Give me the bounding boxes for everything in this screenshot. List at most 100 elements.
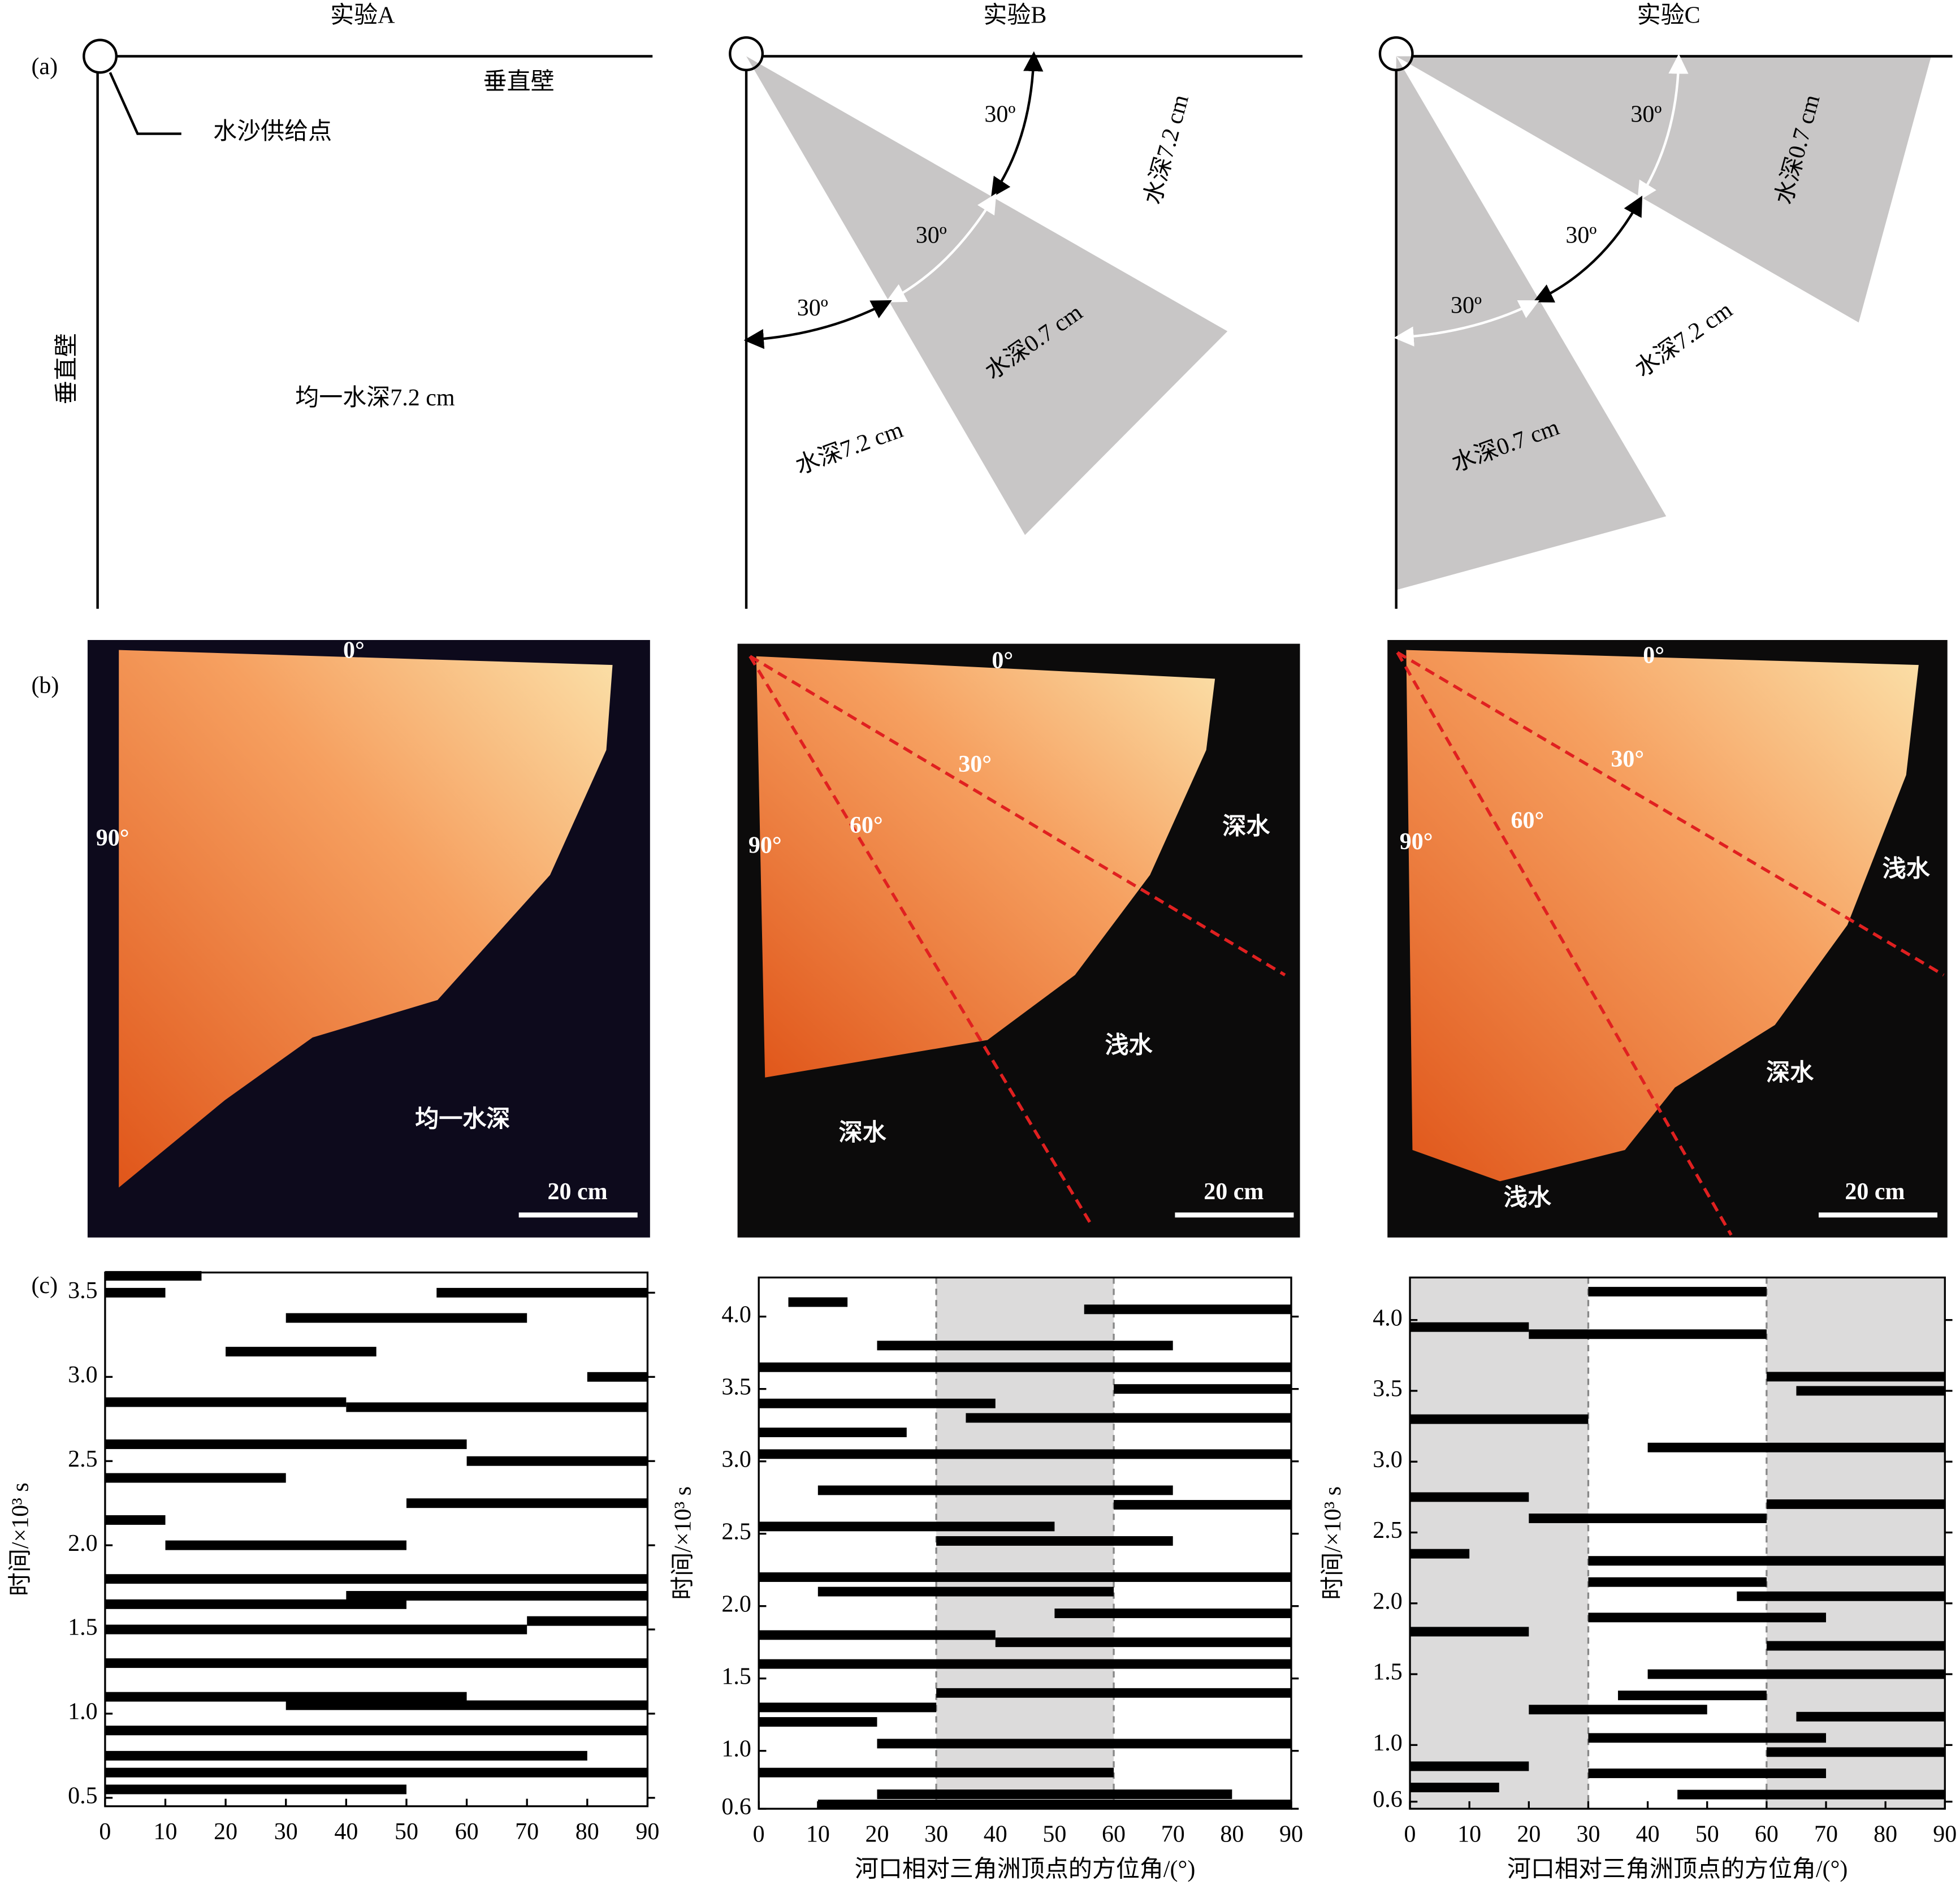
photo-label: 0° (992, 647, 1013, 673)
x-tick-label: 10 (154, 1819, 178, 1845)
y-tick-label: 3.0 (1373, 1447, 1403, 1473)
y-tick-label: 1.5 (721, 1663, 751, 1689)
channel-segment (817, 1586, 1114, 1597)
x-tick-label: 0 (1404, 1821, 1416, 1847)
channel-segment (1796, 1711, 1945, 1722)
diagram-text: 水沙供给点 (213, 119, 332, 145)
channel-segment (759, 1702, 937, 1713)
photo-label: 30° (958, 751, 992, 777)
photo-label: 深水 (1222, 813, 1270, 840)
x-tick-label: 60 (1755, 1821, 1779, 1847)
diagram-c: 30º 水深0.7 cm 30º 30º 水深7.2 cm 水深0.7 cm (1378, 36, 1953, 609)
channel-segment (436, 1287, 648, 1298)
y-tick-label: 3.5 (721, 1374, 751, 1400)
y-tick-label: 1.0 (68, 1699, 97, 1725)
channel-segment (759, 1521, 1055, 1532)
channel-segment (966, 1413, 1292, 1423)
plot-frame (104, 1272, 649, 1808)
diagram-text: 30º (1451, 293, 1482, 319)
channel-segment (1766, 1372, 1945, 1382)
plot-frame (1409, 1276, 1946, 1810)
x-tick-label: 80 (576, 1819, 599, 1845)
channel-segment (1114, 1384, 1292, 1394)
diagram-text: 水深7.2 cm (792, 417, 906, 479)
diagram-text: 30º (1630, 101, 1662, 127)
y-tick-label: 0.5 (68, 1783, 97, 1809)
x-tick-label: 70 (515, 1819, 539, 1845)
channel-segment (105, 1397, 347, 1407)
photo-label: 90° (748, 833, 782, 859)
photo-c: 0° 30° 60° 90° 浅水 深水 浅水 20 cm (1387, 639, 1948, 1238)
y-axis-label: 时间/×10³ s (8, 1482, 34, 1596)
channel-segment (105, 1658, 648, 1668)
y-axis-label: 时间/×10³ s (1320, 1486, 1346, 1600)
channel-segment (1737, 1591, 1945, 1601)
experiment-title: 实验C (1637, 2, 1701, 29)
channel-segment (1647, 1669, 1945, 1679)
channel-segment (1529, 1705, 1707, 1715)
channel-segment (1618, 1691, 1767, 1701)
x-axis-label: 河口相对三角洲顶点的方位角/(°) (1507, 1856, 1847, 1882)
x-tick-label: 50 (1695, 1821, 1719, 1847)
y-tick-label: 1.5 (68, 1615, 97, 1641)
x-tick-label: 60 (455, 1819, 479, 1845)
channel-segment (1766, 1499, 1945, 1509)
channel-segment (527, 1616, 648, 1626)
diagram-text: 30º (984, 101, 1015, 127)
x-tick-label: 20 (865, 1821, 889, 1847)
panel-label: (a) (31, 54, 58, 80)
x-tick-label: 80 (1220, 1821, 1244, 1847)
channel-segment (877, 1789, 1232, 1799)
channel-segment (1114, 1500, 1292, 1510)
channel-segment (995, 1637, 1292, 1648)
photo-label: 30° (1611, 746, 1644, 772)
x-tick-label: 90 (635, 1819, 659, 1845)
y-tick-label: 2.5 (68, 1446, 97, 1472)
photo-label: 浅水 (1883, 856, 1931, 883)
y-tick-label: 1.0 (1373, 1730, 1403, 1756)
x-tick-label: 0 (99, 1819, 111, 1845)
channel-segment (1796, 1386, 1945, 1396)
y-tick-label: 3.5 (1373, 1376, 1403, 1402)
channel-segment (105, 1439, 467, 1449)
channel-segment (759, 1717, 877, 1727)
photo-label: 深水 (839, 1119, 887, 1146)
channel-segment (105, 1287, 166, 1298)
y-tick-label: 3.5 (68, 1278, 97, 1304)
diagram-text: 30º (797, 295, 828, 321)
channel-segment (346, 1590, 648, 1601)
photo-label: 浅水 (1105, 1032, 1153, 1058)
y-tick-label: 1.5 (1373, 1659, 1403, 1685)
channel-segment (1766, 1641, 1945, 1651)
x-tick-label: 0 (753, 1821, 765, 1847)
channel-segment (759, 1659, 1292, 1669)
diagram-text: 水深7.2 cm (1630, 297, 1737, 383)
channel-segment (788, 1297, 848, 1307)
diagram-text: 均一水深7.2 cm (295, 385, 455, 411)
panel-label: (b) (31, 673, 59, 699)
channel-segment (1588, 1577, 1767, 1587)
x-tick-label: 70 (1814, 1821, 1838, 1847)
channel-segment (1054, 1609, 1292, 1618)
channel-segment (1588, 1556, 1945, 1566)
channel-segment (346, 1402, 648, 1412)
shaded-region (1766, 1277, 1945, 1809)
x-tick-label: 40 (334, 1819, 358, 1845)
y-tick-label: 3.0 (68, 1362, 97, 1388)
photo-label: 90° (1400, 829, 1433, 855)
photo-label: 90° (96, 825, 129, 851)
channel-segment (1410, 1761, 1529, 1771)
channel-segment (105, 1599, 406, 1609)
experiment-title: 实验B (983, 2, 1046, 29)
photo-label: 0° (1643, 643, 1664, 669)
channel-segment (105, 1473, 286, 1483)
channel-segment (759, 1630, 996, 1640)
channel-segment (105, 1574, 648, 1584)
x-tick-label: 20 (214, 1819, 237, 1845)
channel-segment (1647, 1442, 1945, 1452)
channel-segment (759, 1398, 996, 1408)
photo-a: 0° 90° 均一水深 20 cm (87, 638, 650, 1238)
y-tick-label: 0.6 (1373, 1787, 1403, 1813)
